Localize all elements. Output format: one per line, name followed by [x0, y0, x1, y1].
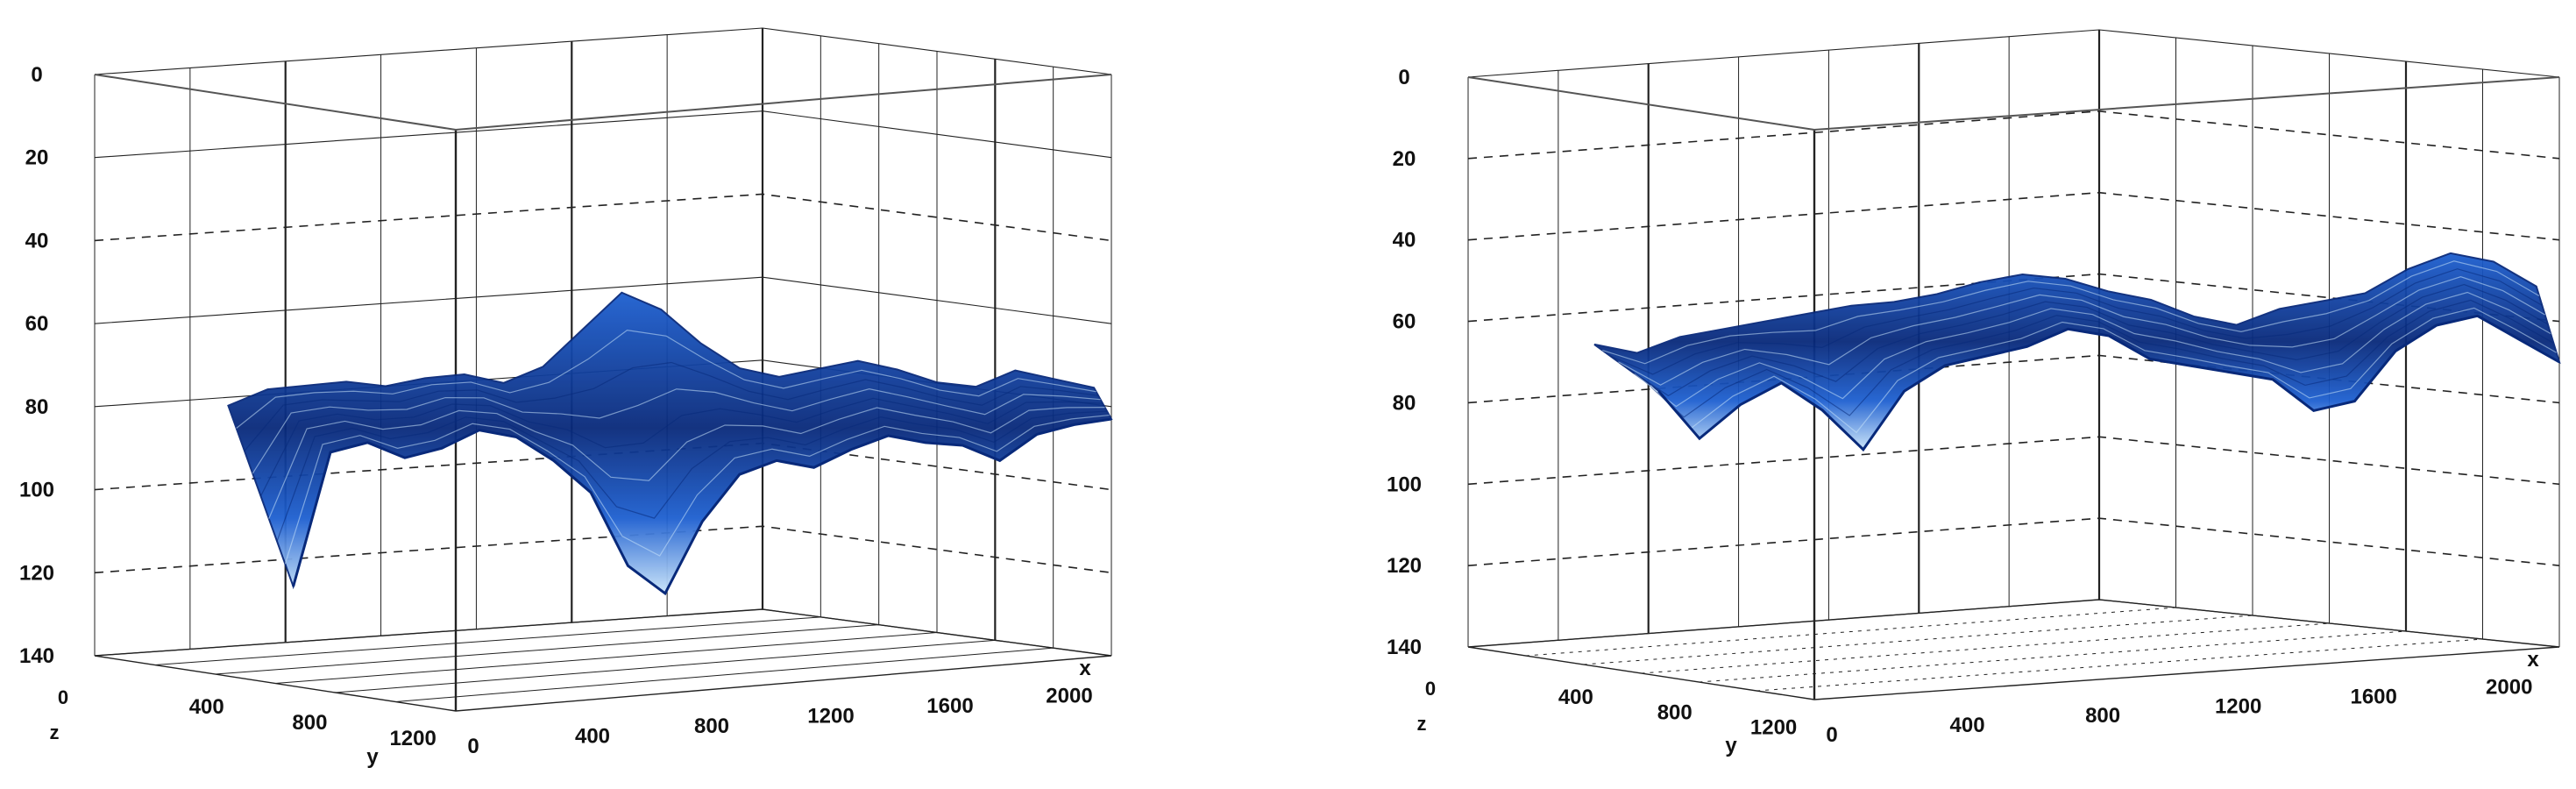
plot1-mesh-line7 — [236, 330, 1096, 429]
plot1-z-tick-0: 0 — [31, 63, 42, 87]
plot1-mesh-line1 — [284, 414, 1110, 565]
plot1-top-rim — [94, 74, 1112, 132]
plot1-z-tick-80: 80 — [25, 395, 49, 419]
plot2-x-tick-400: 400 — [1950, 714, 1985, 737]
plot1-z-tick-40: 40 — [25, 229, 49, 252]
plot2-mesh-line4 — [1626, 283, 2549, 397]
plot2-gridline-z140 — [1467, 599, 2560, 648]
plot1-z-tick-20: 20 — [25, 146, 49, 170]
plot1-z-tick-140: 140 — [19, 644, 54, 668]
plot2-z-label: z — [1417, 713, 1427, 735]
plot1-mesh-line6 — [244, 361, 1099, 451]
plot1-z-corner-tick: 0 — [58, 686, 68, 708]
plot1-mesh-line2 — [276, 410, 1108, 542]
plot1-floor-line3 — [274, 632, 938, 684]
plot1-gridline-z120 — [94, 525, 1112, 574]
plot1-x-tick-1600: 1600 — [926, 694, 973, 718]
plot2-gridline-z120 — [1467, 517, 2560, 566]
plot1-x-tick-2000: 2000 — [1046, 685, 1092, 708]
plot1-x-tick-800: 800 — [694, 714, 729, 738]
plot2-x-label: x — [2527, 648, 2539, 672]
plot2-floor-line1 — [1525, 607, 2176, 657]
plot2-front-profile — [1657, 314, 2560, 452]
surface-plot-left: 0 20 40 60 80 100 120 140 0 z 400 800 1200 y 0 400 800 12… — [0, 0, 1227, 785]
surface-plot-right: 0 20 40 60 80 100 120 140 0 z 400 800 1200 y 0 400 800 12… — [1367, 0, 2576, 785]
plot2-mesh-line6 — [1610, 268, 2543, 375]
plot2-mesh-line5 — [1618, 276, 2545, 386]
plot1-gridline-z40 — [94, 193, 1112, 242]
plot1-floor-line2 — [215, 624, 879, 675]
plot2-z-tick-40: 40 — [1393, 229, 1416, 252]
plot2-z-tick-0: 0 — [1398, 66, 1409, 89]
plot1-x-tick-400: 400 — [575, 725, 610, 749]
plot2-x-tick-2000: 2000 — [2486, 675, 2532, 699]
plot1-y-tick-400: 400 — [189, 695, 224, 719]
plot2-z-tick-80: 80 — [1393, 391, 1416, 415]
plot1-front-profile — [292, 417, 1112, 596]
plot1-floor-line5 — [395, 647, 1054, 702]
plot1-mesh-line5 — [252, 388, 1101, 474]
plot2-gridline-z20 — [1467, 110, 2560, 160]
plot1-z-tick-60: 60 — [25, 312, 49, 336]
plot1-y-tick-800: 800 — [292, 711, 327, 735]
plot2-gridline-z100 — [1467, 436, 2560, 486]
plot1-z-tick-120: 120 — [19, 561, 54, 585]
plot1-mesh-line4 — [259, 397, 1103, 497]
plot2-mesh-line7 — [1601, 260, 2540, 365]
plot2-floor-line2 — [1583, 615, 2253, 665]
plot2-y-tick-800: 800 — [1657, 700, 1692, 724]
plot2-gridline-z40 — [1467, 191, 2560, 241]
plot1-y-tick-1200: 1200 — [389, 727, 436, 750]
plot2-x-tick-0: 0 — [1826, 723, 1837, 747]
plot2-x-tick-1200: 1200 — [2215, 694, 2261, 718]
plot2-z-tick-140: 140 — [1387, 636, 1422, 659]
plot2-mesh-line1 — [1650, 307, 2558, 434]
plot2-x-tick-800: 800 — [2085, 704, 2120, 728]
plot2-mesh-line2 — [1642, 299, 2554, 418]
plot1-floor-line1 — [154, 616, 821, 665]
plot2-z-tick-20: 20 — [1393, 147, 1416, 171]
plot1-floor-line4 — [335, 639, 996, 693]
plot2-z-tick-100: 100 — [1387, 473, 1422, 496]
plot2-y-tick-400: 400 — [1558, 686, 1593, 709]
plot2-floor-line4 — [1699, 630, 2407, 683]
plot1-gridline-z0 — [94, 27, 1112, 75]
plot1-z-label: z — [50, 721, 60, 743]
plot2-z-corner-tick: 0 — [1425, 678, 1436, 700]
plot1-z-tick-100: 100 — [19, 479, 54, 502]
plot2-z-tick-120: 120 — [1387, 554, 1422, 578]
plot2-y-label: y — [1725, 734, 1737, 757]
plot2-top-rim — [1467, 76, 2560, 132]
plot2-floor-line3 — [1641, 622, 2330, 674]
plot2-floor-line5 — [1756, 638, 2483, 692]
plot1-x-label: x — [1079, 657, 1091, 680]
plot2-y-tick-1200: 1200 — [1750, 715, 1797, 739]
plot1-x-tick-0: 0 — [467, 735, 479, 758]
plot1-mesh-line3 — [268, 407, 1105, 519]
plot2-x-tick-1600: 1600 — [2350, 685, 2396, 708]
plot2-mesh-line3 — [1634, 291, 2551, 408]
plot1-x-tick-1200: 1200 — [807, 705, 854, 729]
plot1-y-label: y — [366, 745, 379, 769]
plot2-gridline-z0 — [1467, 29, 2560, 78]
plot2-z-tick-60: 60 — [1393, 310, 1416, 334]
